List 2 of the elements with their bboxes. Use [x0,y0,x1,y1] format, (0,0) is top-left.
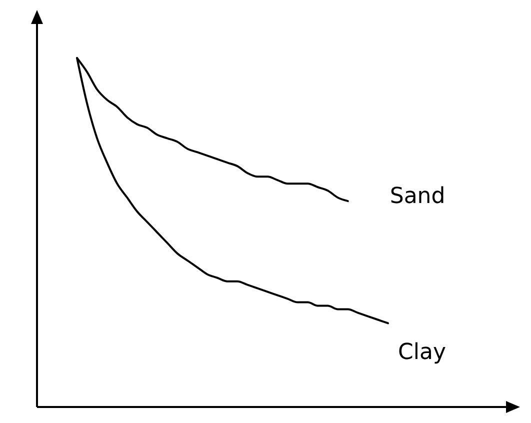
series-label: Clay [398,340,446,366]
series-label: Sand [390,184,446,210]
